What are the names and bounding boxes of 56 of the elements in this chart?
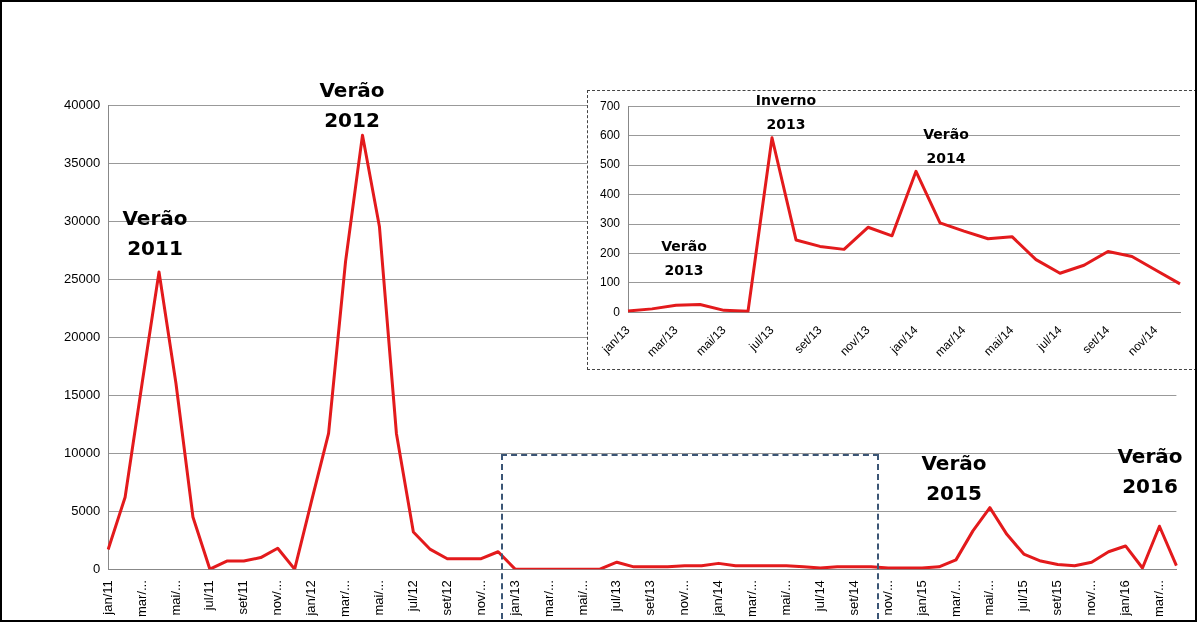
annotation: Verão 2016 — [1117, 444, 1183, 499]
y-tick-label: 40000 — [63, 96, 101, 112]
x-tick-label: mar/... — [540, 580, 556, 618]
x-tick-label: mar/... — [133, 580, 149, 618]
x-tick-label: jan/12 — [303, 580, 319, 617]
x-tick-label: jan/16 — [1117, 580, 1133, 617]
annotation: Verão 2012 — [319, 78, 385, 133]
y-tick-label: 0 — [92, 560, 101, 576]
annotation: Verão 2013 — [661, 237, 708, 278]
x-tick-label: mar/... — [1151, 580, 1167, 618]
x-tick-label: mai/... — [981, 580, 997, 616]
x-tick-label: jul/15 — [1015, 580, 1031, 613]
x-tick-label: set/12 — [438, 580, 454, 616]
y-tick-label: 20000 — [63, 328, 101, 344]
x-tick-label: set/14 — [845, 580, 861, 616]
x-tick-label: jul/13 — [608, 580, 624, 613]
y-tick-label: 35000 — [63, 154, 101, 170]
x-tick-label: nov/... — [676, 580, 692, 616]
x-tick-label: jul/14 — [811, 580, 827, 613]
x-tick-label: jan/15 — [913, 580, 929, 617]
x-tick-label: jan/11 — [99, 580, 115, 616]
y-tick-label: 500 — [599, 157, 621, 172]
x-tick-label: nov/... — [472, 580, 488, 616]
y-tick-label: 600 — [599, 127, 621, 142]
x-tick-label: nov/... — [269, 580, 285, 616]
x-tick-label: mai/... — [167, 580, 183, 616]
y-tick-label: 400 — [599, 186, 621, 201]
x-tick-label: jan/13 — [506, 580, 522, 617]
x-tick-label: mai/... — [574, 580, 590, 616]
x-tick-label: jan/14 — [710, 580, 726, 617]
x-tick-label: mai/... — [777, 580, 793, 616]
x-tick-label: jul/12 — [404, 580, 420, 613]
y-tick-label: 700 — [599, 98, 621, 113]
y-tick-label: 200 — [599, 245, 621, 260]
x-tick-label: jul/11 — [201, 580, 217, 612]
x-tick-label: nov/... — [879, 580, 895, 616]
annotation: Inverno 2013 — [755, 91, 817, 132]
y-tick-label: 25000 — [63, 270, 101, 286]
x-tick-label: mar/... — [947, 580, 963, 618]
x-tick-label: set/11 — [235, 580, 251, 615]
x-tick-label: nov/... — [1083, 580, 1099, 616]
x-tick-label: set/13 — [642, 580, 658, 616]
annotation: Verão 2014 — [923, 125, 970, 166]
y-tick-label: 10000 — [63, 444, 101, 460]
y-tick-label: 300 — [599, 216, 621, 231]
y-tick-label: 15000 — [63, 386, 101, 402]
x-tick-label: set/15 — [1049, 580, 1065, 616]
annotation: Verão 2015 — [921, 451, 987, 506]
x-tick-label: mai/... — [371, 580, 387, 616]
y-tick-label: 5000 — [71, 502, 101, 518]
y-tick-label: 100 — [599, 275, 621, 290]
x-tick-label: mar/... — [337, 580, 353, 618]
annotation: Verão 2011 — [122, 206, 188, 261]
x-tick-label: mar/... — [744, 580, 760, 618]
y-tick-label: 0 — [613, 304, 621, 319]
y-tick-label: 30000 — [63, 212, 101, 228]
